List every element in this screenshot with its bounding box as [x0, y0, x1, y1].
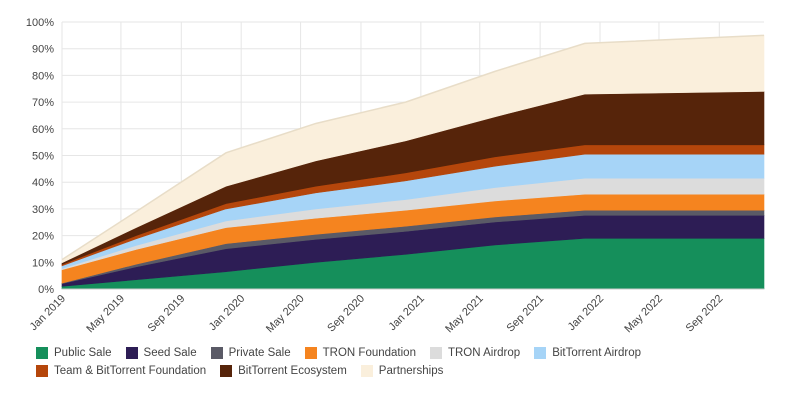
x-tick-label: Sep 2021: [504, 293, 546, 335]
legend-label: Team & BitTorrent Foundation: [54, 365, 207, 377]
legend-item[interactable]: Public Sale: [36, 347, 112, 359]
legend-item[interactable]: TRON Foundation: [304, 347, 416, 359]
x-tick-label: May 2019: [84, 293, 127, 336]
legend-item[interactable]: Seed Sale: [125, 347, 197, 359]
x-tick-label: Jan 2022: [566, 293, 606, 333]
legend-label: TRON Foundation: [322, 347, 416, 359]
y-tick-label: 50%: [32, 151, 54, 163]
legend-item[interactable]: BitTorrent Airdrop: [534, 347, 641, 359]
x-tick-label: Jan 2021: [386, 293, 426, 333]
x-tick-label: May 2022: [622, 293, 665, 336]
x-tick-label: Jan 2020: [207, 293, 247, 333]
legend-item[interactable]: Partnerships: [360, 365, 444, 377]
legend-swatch: [220, 365, 233, 377]
x-tick-label: May 2021: [443, 293, 486, 336]
y-tick-label: 40%: [32, 177, 54, 189]
legend-item[interactable]: BitTorrent Ecosystem: [220, 365, 347, 377]
legend-label: Private Sale: [228, 347, 291, 359]
x-tick-label: Sep 2020: [325, 293, 367, 335]
x-tick-label: Sep 2019: [146, 293, 188, 335]
y-tick-label: 20%: [32, 231, 54, 243]
legend-swatch: [36, 365, 48, 377]
legend-label: TRON Airdrop: [447, 347, 521, 359]
legend-label: Public Sale: [54, 347, 112, 359]
legend-swatch: [36, 347, 48, 359]
y-tick-label: 70%: [32, 97, 54, 109]
legend-swatch: [534, 347, 547, 359]
legend-item[interactable]: Private Sale: [210, 347, 291, 359]
y-tick-label: 60%: [32, 124, 54, 136]
stacked-area-chart: 0% 10% 20% 30% 40% 50% 60% 70% 80% 90% 100% Jan 201…: [26, 17, 765, 336]
x-tick-label: Sep 2022: [684, 293, 726, 335]
x-tick-label: May 2020: [264, 293, 307, 336]
y-tick-label: 0%: [38, 284, 54, 296]
legend-swatch: [429, 347, 442, 359]
legend-label: BitTorrent Airdrop: [552, 347, 642, 359]
legend-item[interactable]: Team & BitTorrent Foundation: [36, 365, 206, 377]
y-tick-label: 10%: [32, 257, 54, 269]
legend-swatch: [125, 347, 138, 359]
legend-swatch: [304, 347, 317, 359]
legend: Public Sale Seed Sale Private Sale TRON Fou…: [36, 347, 776, 377]
legend-label: Partnerships: [378, 365, 444, 377]
legend-swatch: [210, 347, 223, 359]
legend-item[interactable]: TRON Airdrop: [429, 347, 521, 359]
y-tick-label: 80%: [32, 70, 54, 82]
legend-swatch: [360, 365, 373, 377]
legend-label: BitTorrent Ecosystem: [238, 365, 347, 377]
x-tick-label: Jan 2019: [28, 293, 68, 333]
legend-label: Seed Sale: [143, 347, 197, 359]
y-tick-label: 90%: [32, 44, 54, 56]
stack-top-outline: [61, 34, 765, 261]
y-tick-label: 30%: [32, 204, 54, 216]
y-tick-label: 100%: [26, 17, 54, 29]
